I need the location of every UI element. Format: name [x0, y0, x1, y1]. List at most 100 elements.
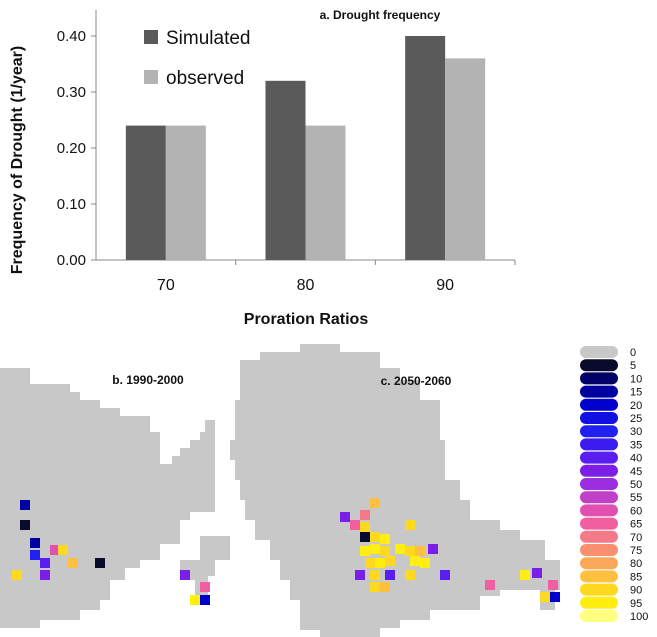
map-legend-swatch-10	[580, 372, 618, 385]
map-c-cell	[532, 568, 542, 578]
map-c-cell	[360, 510, 370, 520]
map-legend-label-55: 55	[630, 492, 642, 504]
bar-observed-90	[445, 58, 486, 261]
map-legend-swatch-75	[580, 544, 618, 556]
map-legend-label-90: 90	[630, 585, 642, 597]
map-c-title: c. 2050-2060	[381, 374, 452, 388]
map-c-cell	[380, 534, 390, 544]
map-c-cell	[420, 558, 430, 568]
map-b-cell	[12, 570, 22, 580]
map-c-cell	[440, 570, 450, 580]
map-legend-swatch-40	[580, 451, 618, 464]
map-b-cell	[58, 545, 68, 555]
map-c-region	[230, 344, 560, 637]
map-b-title: b. 1990-2000	[112, 373, 184, 387]
map-legend-label-45: 45	[630, 466, 642, 478]
map-c-cell	[428, 544, 438, 554]
y-tick-label: 0.00	[57, 252, 86, 269]
map-legend-swatch-5	[580, 359, 618, 372]
legend-swatch-observed	[144, 70, 158, 84]
map-legend-label-75: 75	[630, 545, 642, 557]
map-panel-2050-2060	[230, 344, 560, 637]
map-legend-label-70: 70	[630, 532, 642, 544]
map-c-cell	[485, 580, 495, 590]
map-c-cell	[360, 546, 370, 556]
map-legend-swatch-80	[580, 557, 618, 570]
map-c-cell	[380, 546, 390, 556]
map-legend-label-15: 15	[630, 387, 642, 399]
map-legend-swatch-90	[580, 583, 618, 596]
map-legend-swatch-15	[580, 385, 618, 398]
map-legend-label-80: 80	[630, 558, 642, 570]
map-b-cell	[20, 500, 30, 510]
map-b-cell	[180, 570, 190, 580]
map-c-cell	[370, 544, 380, 554]
map-b-cell	[95, 558, 105, 568]
map-b-region-east	[180, 536, 230, 600]
map-panel-1990-2000	[0, 368, 230, 628]
map-c-cell	[520, 570, 530, 580]
map-c-cell	[360, 522, 370, 532]
map-b-cell	[200, 582, 210, 592]
map-c-cell	[350, 520, 360, 530]
map-legend-swatch-95	[580, 596, 618, 609]
bar-simulated-80	[265, 80, 306, 260]
map-b-cell	[40, 558, 50, 568]
map-legend-label-10: 10	[630, 373, 642, 385]
map-legend-label-50: 50	[630, 479, 642, 491]
y-tick-label: 0.20	[57, 140, 86, 157]
map-legend-swatch-50	[580, 478, 618, 490]
y-tick-label: 0.40	[57, 28, 86, 45]
chart-legend: Simulated observed	[144, 28, 251, 89]
map-legend-label-20: 20	[630, 400, 642, 412]
map-legend-swatch-35	[580, 438, 618, 451]
y-tick-label: 0.10	[57, 196, 86, 213]
map-c-cell	[415, 546, 425, 556]
legend-label-simulated: Simulated	[166, 28, 251, 49]
map-c-cell	[370, 570, 380, 580]
map-c-cell	[405, 520, 415, 530]
map-b-cell	[20, 520, 30, 530]
map-legend-label-25: 25	[630, 413, 642, 425]
map-legend-swatch-60	[580, 504, 618, 517]
map-legend-label-95: 95	[630, 598, 642, 610]
map-legend-swatch-85	[580, 570, 618, 583]
map-b-cell	[50, 545, 60, 555]
x-tick-label: 70	[157, 277, 175, 294]
bar-observed-70	[165, 125, 206, 260]
map-legend-swatch-20	[580, 398, 618, 411]
map-b-cell	[190, 595, 200, 605]
map-c-cell	[385, 556, 395, 566]
map-c-cell	[370, 582, 380, 592]
map-c-cell	[370, 532, 380, 542]
map-legend-label-0: 0	[630, 347, 636, 359]
map-c-cell	[540, 592, 550, 602]
x-tick-label: 90	[436, 277, 454, 294]
map-legend-swatch-55	[580, 491, 618, 504]
map-c-cell	[360, 532, 370, 542]
map-c-cell	[355, 570, 365, 580]
map-legend-label-35: 35	[630, 439, 642, 451]
map-b-cell	[68, 558, 78, 568]
map-legend-label-60: 60	[630, 505, 642, 517]
map-legend-label-30: 30	[630, 426, 642, 438]
y-tick-label: 0.30	[57, 84, 86, 101]
bars	[125, 36, 486, 261]
drought-frequency-chart: a. Drought frequency Frequency of Drough…	[9, 8, 516, 328]
map-c-cell	[340, 512, 350, 522]
map-c-cell	[410, 556, 420, 566]
map-legend-label-5: 5	[630, 360, 636, 372]
legend-swatch-simulated	[144, 30, 158, 44]
map-b-cell	[30, 538, 40, 548]
map-legend-label-100: 100	[630, 611, 648, 623]
map-b-cell	[30, 550, 40, 560]
map-legend-swatch-70	[580, 530, 618, 543]
map-legend-label-40: 40	[630, 453, 642, 465]
map-c-cell	[548, 580, 558, 590]
bar-simulated-90	[405, 36, 446, 260]
bar-observed-80	[305, 125, 346, 260]
map-c-cell	[405, 546, 415, 556]
chart-title: a. Drought frequency	[320, 8, 441, 22]
map-legend-label-85: 85	[630, 571, 642, 583]
